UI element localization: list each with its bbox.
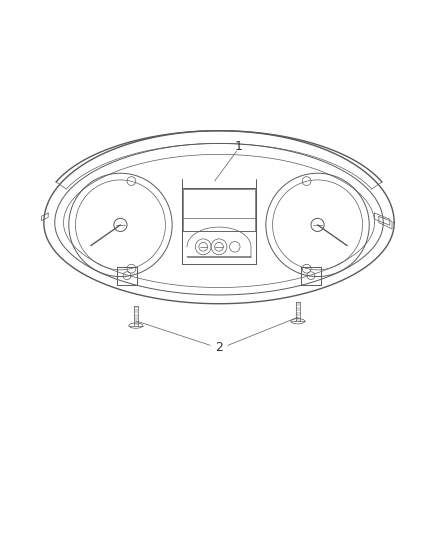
Bar	[183, 189, 255, 231]
Bar	[182, 188, 256, 264]
Text: 1: 1	[235, 140, 243, 152]
Text: 2: 2	[215, 341, 223, 354]
